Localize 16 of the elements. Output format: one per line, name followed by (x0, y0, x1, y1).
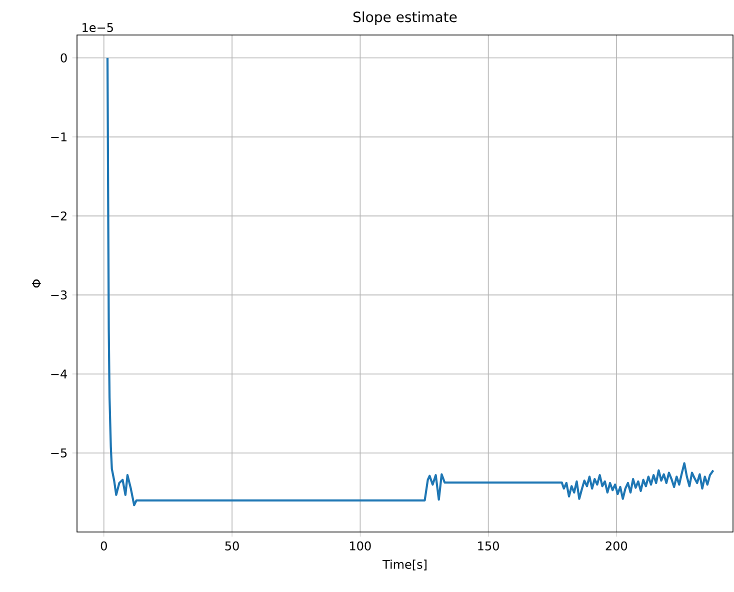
y-tick-label: −5 (51, 448, 67, 458)
x-tick-label: 150 (478, 541, 499, 550)
y-axis-title: Φ (32, 279, 41, 288)
line-series (106, 56, 714, 506)
y-tick-label: −4 (51, 370, 67, 378)
x-tick-label: 0 (100, 541, 107, 550)
y-tick-label: −1 (51, 132, 67, 142)
x-tick-label: 50 (225, 541, 239, 550)
y-tick-label: −3 (51, 290, 67, 300)
x-tick-label: 200 (606, 541, 628, 550)
text: 1e−5 (82, 23, 113, 32)
chart-title: Slope estimate (353, 11, 457, 25)
x-axis-title: Time[s] (382, 560, 426, 570)
y-tick-label: 0 (60, 53, 67, 62)
x-tick-label: 100 (350, 541, 371, 550)
y-tick-label: −2 (51, 211, 66, 220)
